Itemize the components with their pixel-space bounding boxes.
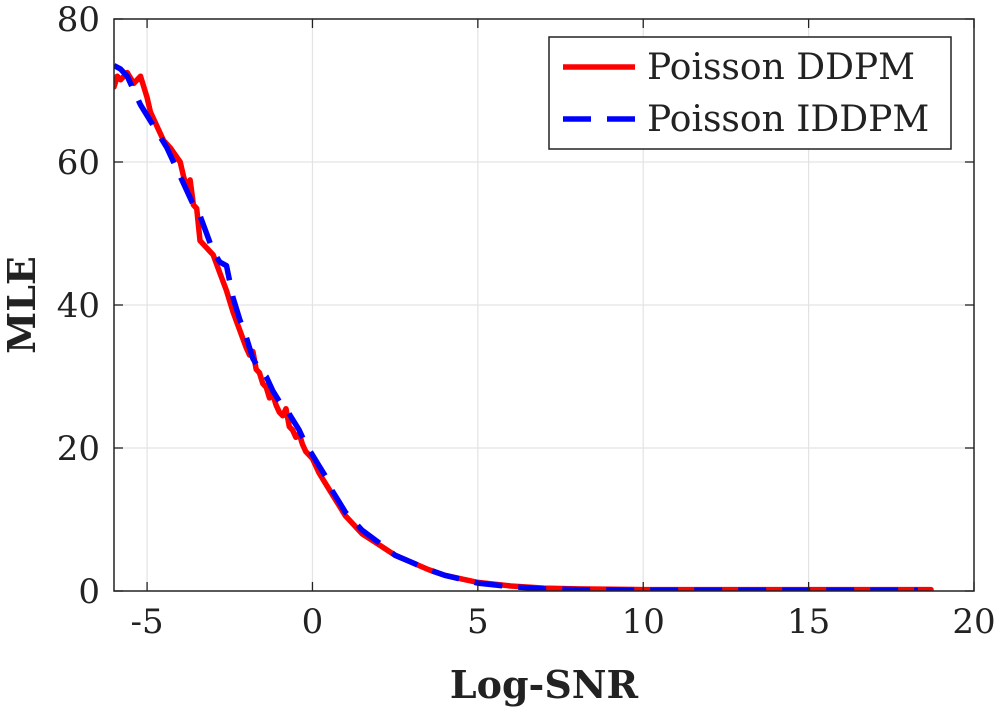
- legend-box: [548, 36, 952, 150]
- axis-ticks: [114, 18, 975, 592]
- legend-label-ddpm: Poisson DDPM: [647, 47, 915, 88]
- series-line-iddpm: [114, 63, 918, 591]
- y-tick-label-4: 80: [57, 0, 100, 40]
- x-tick-label-1: 0: [302, 602, 324, 642]
- plot-series: [114, 63, 934, 591]
- x-tick-labels: -5 0 5 10 15 20: [131, 602, 996, 642]
- x-tick-label-3: 10: [622, 602, 665, 642]
- y-tick-label-1: 20: [57, 429, 100, 469]
- x-tick-label-2: 5: [467, 602, 489, 642]
- y-tick-label-3: 60: [57, 143, 100, 183]
- y-tick-label-0: 0: [78, 572, 100, 612]
- x-axis-title: Log-SNR: [450, 662, 639, 707]
- y-tick-label-2: 40: [57, 286, 100, 326]
- x-tick-label-4: 15: [787, 602, 830, 642]
- x-tick-label-0: -5: [131, 602, 164, 642]
- legend: Poisson DDPM Poisson IDDPM: [548, 36, 952, 150]
- x-tick-label-5: 20: [952, 602, 995, 642]
- y-tick-labels: 0 20 40 60 80: [57, 0, 100, 612]
- legend-label-iddpm: Poisson IDDPM: [647, 99, 929, 140]
- y-axis-title: MLE: [0, 256, 44, 354]
